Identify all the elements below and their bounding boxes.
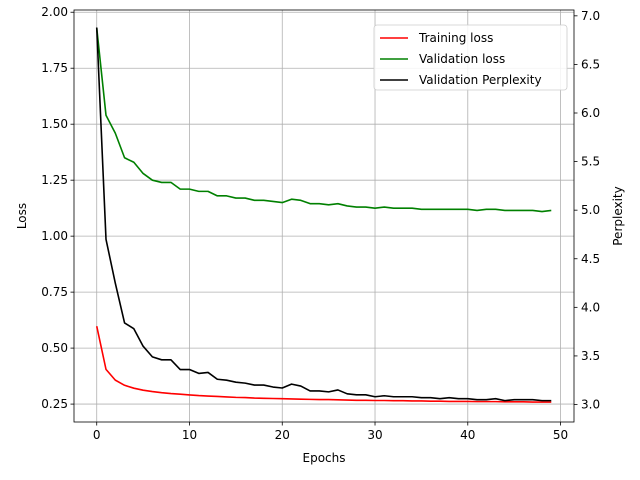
plot-frame: [73, 9, 575, 423]
x-tick-label: 10: [182, 428, 197, 442]
y-tick-label: 0.50: [41, 341, 68, 355]
y2-tick-label: 6.0: [581, 106, 600, 120]
y2-tick-label: 6.5: [581, 57, 600, 71]
y2-tick-label: 4.5: [581, 252, 600, 266]
ticks: 0 10 20 30 40 50 0.25 0.50 0.75 1.00 1.25 1.50 1.75 2…: [41, 5, 600, 442]
y2-tick-label: 3.0: [581, 398, 600, 412]
legend-label: Validation Perplexity: [419, 73, 542, 87]
y-tick-label: 0.25: [41, 397, 68, 411]
y2-tick-label: 5.0: [581, 203, 600, 217]
y2-tick-label: 5.5: [581, 155, 600, 169]
y-axis-label: Loss: [15, 203, 29, 229]
x-tick-label: 30: [367, 428, 382, 442]
y2-tick-label: 4.0: [581, 300, 600, 314]
y-tick-label: 2.00: [41, 5, 68, 19]
grid: [74, 10, 574, 422]
y-tick-label: 0.75: [41, 285, 68, 299]
y-tick-label: 1.25: [41, 173, 68, 187]
series-line-training-loss: [95, 326, 552, 403]
x-tick-label: 20: [275, 428, 290, 442]
y2-axis-label: Perplexity: [611, 186, 625, 246]
legend-label: Validation loss: [419, 52, 505, 66]
x-tick-label: 50: [553, 428, 568, 442]
legend: Training loss Validation loss Validation P…: [373, 24, 568, 91]
series-group: [95, 27, 552, 403]
series-line-validation-loss: [95, 27, 552, 213]
x-tick-label: 40: [460, 428, 475, 442]
x-tick-label: 0: [93, 428, 101, 442]
y-tick-label: 1.75: [41, 61, 68, 75]
legend-label: Training loss: [418, 31, 493, 45]
x-axis-label: Epochs: [303, 451, 346, 465]
y2-tick-label: 7.0: [581, 9, 600, 23]
y2-tick-label: 3.5: [581, 349, 600, 363]
series-line-validation-perplexity: [95, 27, 552, 402]
y-tick-label: 1.00: [41, 229, 68, 243]
y-tick-label: 1.50: [41, 117, 68, 131]
legend-box: [373, 24, 568, 91]
